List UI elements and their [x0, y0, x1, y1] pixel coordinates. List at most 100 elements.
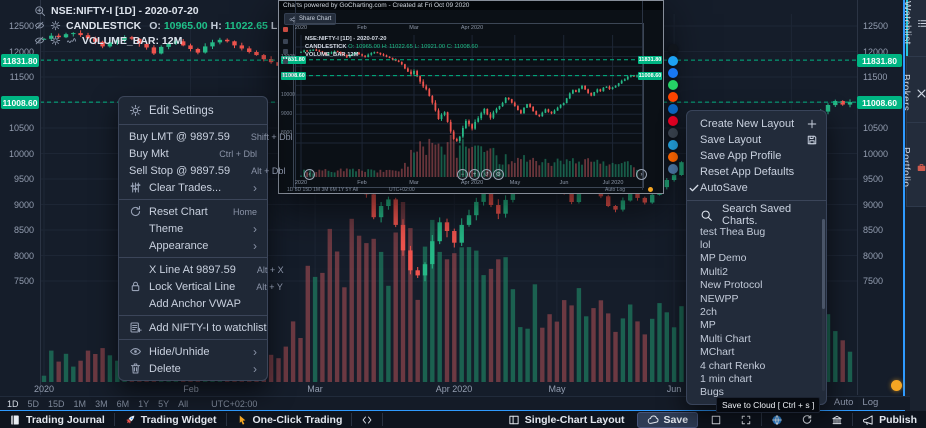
layout-menu-item-save-app-profile[interactable]: Save App Profile [700, 150, 782, 162]
share-vk-icon[interactable] [668, 164, 678, 174]
mini-zoom-control[interactable]: ‹ [304, 169, 315, 180]
share-reddit-icon[interactable] [668, 92, 678, 102]
timeframe-15d[interactable]: 15D [48, 398, 65, 409]
square-button[interactable] [701, 411, 731, 428]
timeframe-3m[interactable]: 3M [95, 398, 108, 409]
y-tick-right: 12000 [863, 47, 889, 57]
menu-item-reset-chart[interactable]: Reset Chart Home [119, 203, 267, 220]
saved-chart-item[interactable]: NEWPP [700, 292, 739, 305]
share-x-icon[interactable] [668, 44, 678, 54]
menu-item-delete[interactable]: Delete › [119, 360, 267, 377]
price-axis-right[interactable]: 1250012000115001100010500100009500900085… [857, 0, 903, 396]
zoom-plus-icon[interactable] [34, 5, 46, 17]
menu-item-theme[interactable]: Theme › [149, 221, 257, 236]
menu-item-x-line-at-9897-59[interactable]: X Line At 9897.59 Alt + X [149, 263, 284, 276]
auto-scale-toggle[interactable]: Auto [833, 396, 854, 408]
saved-chart-item[interactable]: test Thea Bug [700, 225, 766, 238]
y-tick-left: 9500 [13, 174, 34, 184]
gear-icon[interactable] [50, 20, 61, 31]
menu-item-sell-stop-9897-59[interactable]: Sell Stop @ 9897.59 Alt + Dbl [129, 164, 286, 177]
saved-chart-item[interactable]: MP Demo [700, 252, 747, 265]
one-click-trading-button[interactable]: One-Click Trading [227, 411, 352, 428]
publish-button[interactable]: Publish [853, 411, 926, 428]
saved-chart-item[interactable]: lol [700, 239, 711, 252]
bank-icon [831, 414, 843, 426]
shared-chart-popup[interactable]: Charts powered by GoCharting.com - Creat… [278, 0, 664, 194]
layout-menu-item-create-new-layout[interactable]: Create New Layout [687, 116, 826, 132]
tab-watchlist[interactable]: Watchlist [901, 0, 926, 57]
menu-item-add-nifty-i-to-watchlist[interactable]: Add NIFTY-I to watchlist [119, 319, 267, 336]
timeframe-1y[interactable]: 1Y [138, 398, 150, 409]
mini-zoom-control[interactable]: › [636, 169, 647, 180]
menu-item-buy-mkt[interactable]: Buy Mkt Ctrl + Dbl [129, 147, 257, 160]
timezone-label[interactable]: UTC+02:00 [211, 398, 258, 409]
timeframe-5d[interactable]: 5D [27, 398, 40, 409]
legend-volume-row[interactable]: VOLUME_BAR: 12M [34, 34, 382, 47]
menu-item-edit-settings[interactable]: Edit Settings [119, 100, 267, 121]
menu-item-appearance[interactable]: Appearance › [149, 238, 257, 253]
menu-scrollbar[interactable] [822, 219, 825, 391]
bank-button[interactable] [822, 411, 852, 428]
menu-item-clear-trades[interactable]: Clear Trades... › [119, 179, 267, 196]
single-chart-layout-button[interactable]: Single-Chart Layout [499, 411, 634, 428]
date-axis[interactable]: 2020 Feb Mar Apr 2020 May Jun [0, 383, 903, 395]
eye-off-icon[interactable] [34, 20, 45, 31]
log-scale-toggle[interactable]: Log [862, 396, 879, 408]
notification-dot[interactable] [891, 380, 902, 391]
share-hackernews-icon[interactable] [668, 152, 678, 162]
save-tooltip: Save to Cloud [ Ctrl + s ] [716, 397, 821, 413]
mini-zoom-control[interactable]: + [469, 169, 480, 180]
timeframe-all[interactable]: All [178, 398, 189, 409]
globe-button[interactable] [762, 411, 792, 428]
chart-context-menu: Edit Settings Buy LMT @ 9897.59 Shift + Db… [118, 96, 293, 381]
share-linkedin-icon[interactable] [668, 104, 678, 114]
saved-chart-item[interactable]: Multi2 [700, 265, 729, 278]
saved-chart-item[interactable]: Multi Chart [700, 332, 751, 345]
sync-button[interactable] [792, 411, 822, 428]
share-twitter-icon[interactable] [668, 56, 678, 66]
timeframe-6m[interactable]: 6M [116, 398, 130, 409]
share-chart-button[interactable]: Share Chart [284, 13, 337, 25]
saved-chart-item[interactable]: Bugs [700, 386, 724, 399]
saved-chart-item[interactable]: 2ch [700, 306, 717, 319]
saved-chart-item[interactable]: 4 chart Renko [700, 359, 766, 372]
menu-item-hide-unhide[interactable]: Hide/Unhide › [119, 343, 267, 360]
mini-zoom-control[interactable]: − [457, 169, 468, 180]
layout-menu-item-reset-app-defaults[interactable]: Reset App Defaults [700, 166, 795, 178]
tab-portfolio[interactable]: Portfolio [900, 122, 926, 207]
timeframe-1d[interactable]: 1D [7, 398, 19, 409]
timeframe-1m[interactable]: 1M [73, 398, 87, 409]
eye-off-icon[interactable] [34, 35, 45, 46]
search-saved-charts[interactable]: Search Saved Charts. [687, 203, 826, 227]
saved-chart-item[interactable]: New Protocol [700, 279, 763, 292]
share-whatsapp-icon[interactable] [668, 80, 678, 90]
menu-item-lock-vertical-line[interactable]: Lock Vertical Line Alt + Y [119, 278, 283, 295]
mini-zoom-control[interactable]: ⚙ [493, 169, 504, 180]
layout-menu-item-save-layout[interactable]: Save Layout [687, 132, 826, 148]
layout-menu-item-autosave[interactable]: AutoSave [687, 180, 826, 196]
menu-item-add-anchor-vwap[interactable]: Add Anchor VWAP [149, 297, 241, 310]
saved-chart-item[interactable]: MP [700, 319, 716, 332]
saved-chart-item[interactable]: 1 min chart [700, 372, 752, 385]
gear-icon[interactable] [50, 35, 61, 46]
share-facebook-icon[interactable] [668, 68, 678, 78]
menu-item-buy-lmt-9897-59[interactable]: Buy LMT @ 9897.59 Shift + Dbl [129, 130, 293, 143]
save-button[interactable]: Save [636, 411, 699, 428]
check-icon [688, 182, 700, 194]
price-axis-left[interactable]: 1250012000115001100010500100009500900085… [0, 0, 40, 396]
code-button[interactable] [352, 411, 382, 428]
mini-sidebar-dot [283, 59, 288, 64]
trading-journal-button[interactable]: Trading Journal [0, 411, 114, 428]
mini-zoom-control[interactable]: ↺ [481, 169, 492, 180]
timeframe-5y[interactable]: 5Y [158, 398, 170, 409]
layout-icon [508, 414, 520, 426]
trading-widget-button[interactable]: Trading Widget [115, 411, 226, 428]
expand-button[interactable] [731, 411, 761, 428]
legend-symbol-row[interactable]: NSE:NIFTY-I [1D] - 2020-07-20 [34, 4, 382, 17]
saved-chart-item[interactable]: MChart [700, 346, 735, 359]
share-telegram-icon[interactable] [668, 140, 678, 150]
share-email-icon[interactable] [668, 128, 678, 138]
toolbar-divider [351, 413, 353, 426]
tab-brokers[interactable]: Brokers [900, 56, 926, 125]
share-pinterest-icon[interactable] [668, 116, 678, 126]
